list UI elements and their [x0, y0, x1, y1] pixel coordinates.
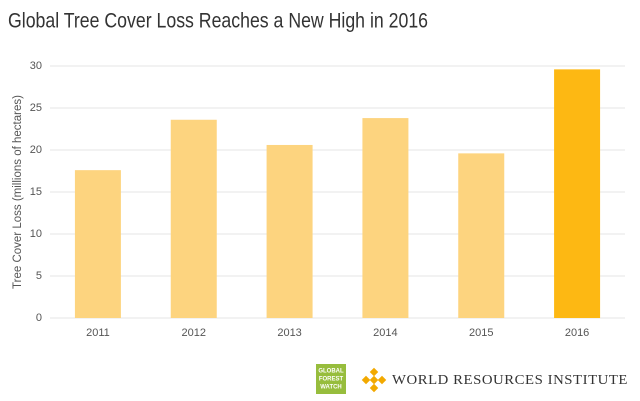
bar [266, 144, 313, 318]
y-tick-label: 10 [30, 228, 42, 240]
gfw-logo [316, 364, 346, 394]
bar [458, 153, 505, 318]
bar [362, 118, 409, 318]
bar [74, 170, 121, 318]
y-axis-label: Tree Cover Loss (millions of hectares) [12, 95, 24, 289]
y-tick-label: 20 [30, 144, 42, 156]
x-tick-label: 2015 [469, 327, 493, 339]
bar [170, 119, 217, 318]
gfw-text: FOREST [319, 377, 344, 383]
gfw-text: GLOBAL [318, 369, 344, 375]
wri-icon [361, 367, 387, 393]
x-tick-label: 2014 [373, 327, 397, 339]
x-tick-label: 2013 [277, 327, 301, 339]
wri-text: WORLD RESOURCES INSTITUTE [392, 372, 628, 387]
bar [554, 69, 601, 318]
y-tick-label: 25 [30, 102, 42, 114]
y-tick-label: 15 [30, 186, 42, 198]
x-tick-label: 2011 [86, 327, 110, 339]
y-tick-label: 5 [36, 270, 42, 282]
gfw-text: WATCH [320, 385, 342, 391]
y-tick-label: 0 [36, 312, 42, 324]
x-tick-label: 2016 [565, 327, 589, 339]
y-tick-label: 30 [30, 60, 42, 72]
chart-title: Global Tree Cover Loss Reaches a New Hig… [8, 10, 428, 33]
x-tick-label: 2012 [182, 327, 206, 339]
